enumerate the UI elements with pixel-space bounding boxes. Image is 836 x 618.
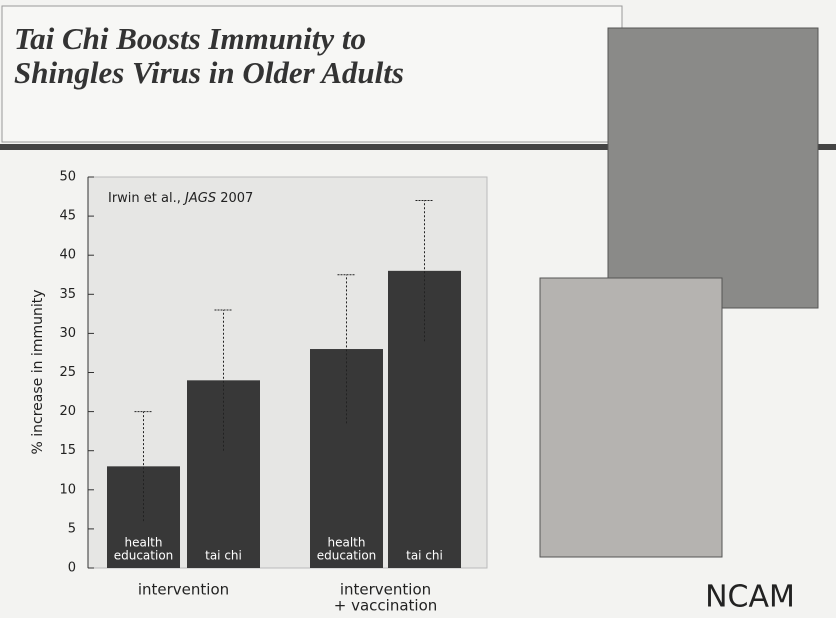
y-tick-label: 50 (59, 170, 76, 185)
group-label: intervention (340, 581, 431, 599)
y-tick-label: 20 (59, 404, 76, 419)
header-box (1, 5, 623, 143)
y-tick-label: 30 (59, 326, 76, 341)
logo: NCAM (705, 580, 795, 615)
photo-tai-chi (607, 27, 819, 309)
bar-label: tai chi (406, 549, 443, 563)
bar (187, 380, 260, 568)
bar-label: health (125, 536, 163, 550)
bar-label: education (114, 549, 174, 563)
annotation-journal: JAGS (182, 191, 216, 206)
photo-shingles (539, 277, 723, 558)
annotation-authors: Irwin et al., (108, 191, 181, 206)
y-tick-label: 5 (68, 521, 76, 536)
y-tick-label: 0 (68, 561, 76, 576)
bar-label: education (317, 549, 377, 563)
annotation-year: 2007 (220, 191, 253, 206)
bar-label: tai chi (205, 549, 242, 563)
y-tick-label: 40 (59, 248, 76, 263)
group-label: intervention (138, 581, 229, 599)
slide-title: Tai Chi Boosts Immunity to Shingles Viru… (14, 21, 404, 90)
y-axis-label: % increase in immunity (30, 290, 46, 455)
y-tick-label: 45 (59, 209, 76, 224)
header-rule (0, 144, 836, 150)
y-tick-label: 35 (59, 287, 76, 302)
bar-label: health (328, 536, 366, 550)
group-label: + vaccination (334, 597, 438, 615)
annotation: Irwin et al., JAGS 2007 (108, 191, 253, 206)
y-tick-label: 10 (59, 482, 76, 497)
y-tick-label: 25 (59, 365, 76, 380)
y-tick-label: 15 (59, 443, 76, 458)
